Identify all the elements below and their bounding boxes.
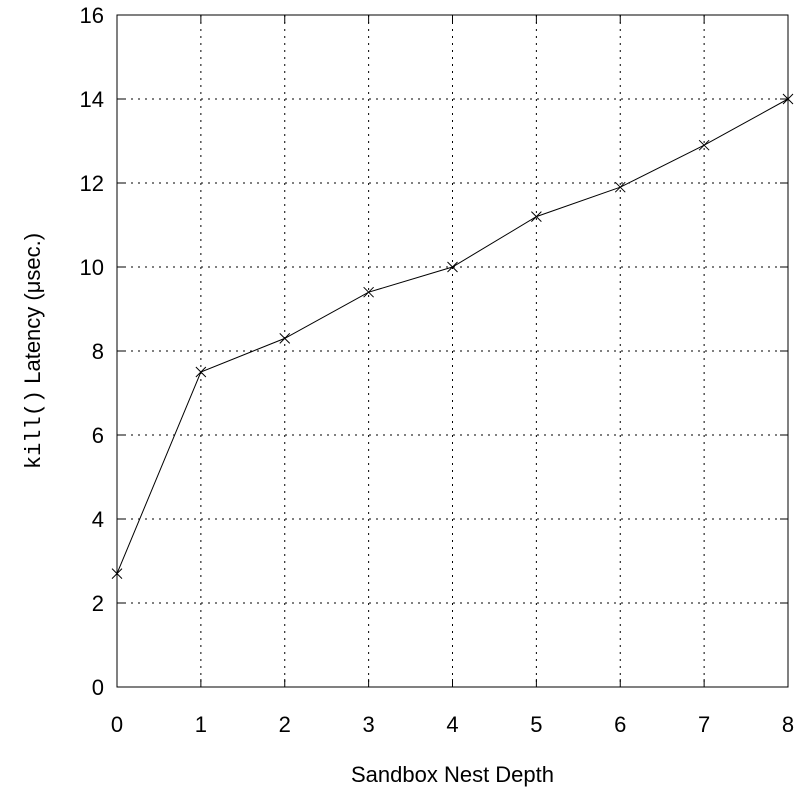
grid-lines	[117, 15, 788, 687]
data-point	[447, 261, 458, 273]
y-axis-label-text: Latency (μsec.)	[20, 233, 45, 390]
y-tick-label: 2	[92, 591, 104, 616]
data-point	[531, 211, 542, 222]
y-tick-label: 8	[92, 339, 104, 364]
data-point	[614, 181, 626, 193]
y-tick-label: 12	[80, 171, 104, 196]
x-axis-label: Sandbox Nest Depth	[351, 762, 554, 787]
y-tick-label: 16	[80, 3, 104, 28]
data-point	[279, 333, 291, 344]
x-tick-label: 6	[614, 712, 626, 737]
x-tick-label: 7	[698, 712, 710, 737]
data-point	[698, 139, 710, 151]
data-point	[195, 366, 207, 378]
y-tick-label: 10	[80, 255, 104, 280]
x-tick-labels: 0 1 2 3 4 5 6 7 8	[111, 712, 794, 737]
data-point	[111, 568, 123, 579]
y-tick-labels: 0 2 4 6 8 10 12 14 16	[80, 3, 104, 700]
y-axis-label-code: kill()	[22, 390, 47, 469]
x-tick-label: 5	[530, 712, 542, 737]
y-axis-label: kill() Latency (μsec.)	[20, 233, 47, 469]
x-tick-label: 8	[782, 712, 794, 737]
x-tick-label: 1	[195, 712, 207, 737]
axis-ticks	[116, 14, 789, 688]
data-point	[782, 93, 794, 105]
y-tick-label: 0	[92, 675, 104, 700]
x-tick-label: 0	[111, 712, 123, 737]
x-tick-label: 2	[279, 712, 291, 737]
x-tick-label: 4	[446, 712, 458, 737]
data-point	[363, 286, 374, 298]
x-tick-label: 3	[363, 712, 375, 737]
series-layer	[111, 93, 794, 579]
y-tick-label: 6	[92, 423, 104, 448]
y-tick-label: 4	[92, 507, 104, 532]
y-tick-label: 14	[80, 87, 104, 112]
